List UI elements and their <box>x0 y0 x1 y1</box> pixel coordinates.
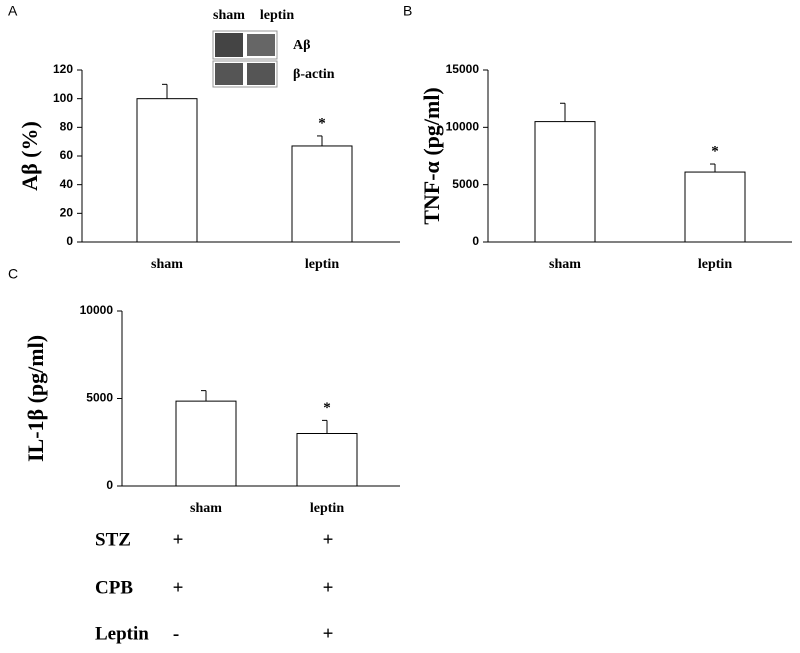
y-tick-label: 0 <box>472 234 479 248</box>
x-tick-label: sham <box>151 257 183 272</box>
blot-band <box>247 63 275 85</box>
condition-sign: - <box>173 623 179 644</box>
y-axis-label: Aβ (%) <box>17 121 42 191</box>
panel-label: B <box>403 3 412 19</box>
condition-sign: + <box>323 529 334 550</box>
y-tick-label: 100 <box>53 91 73 105</box>
condition-sign: + <box>173 577 184 598</box>
y-tick-label: 120 <box>53 62 73 76</box>
blot-band <box>215 33 243 57</box>
bar <box>291 145 353 243</box>
blot-frame <box>212 60 278 88</box>
panel-label: A <box>8 3 18 19</box>
y-tick-label: 15000 <box>446 62 480 76</box>
x-tick-label: sham <box>190 501 222 516</box>
x-tick-label: leptin <box>698 257 732 272</box>
y-tick-label: 10000 <box>80 303 114 317</box>
x-tick-label: leptin <box>310 501 344 516</box>
panel-label: C <box>8 266 18 282</box>
bar <box>175 400 237 487</box>
x-tick-label: sham <box>549 257 581 272</box>
western-blot <box>212 30 278 88</box>
y-tick-label: 0 <box>106 478 113 492</box>
y-tick-label: 10000 <box>446 120 480 134</box>
significance-mark: * <box>323 400 331 416</box>
bar <box>534 121 596 243</box>
blot-band-label: β-actin <box>293 67 335 82</box>
condition-label: Leptin <box>95 623 149 644</box>
y-tick-label: 5000 <box>86 391 113 405</box>
y-axis-label: IL-1β (pg/ml) <box>23 335 48 462</box>
condition-sign: + <box>323 577 334 598</box>
significance-mark: * <box>711 143 719 159</box>
blot-band <box>215 63 243 85</box>
blot-band-label: Aβ <box>293 38 311 53</box>
y-tick-label: 5000 <box>452 177 479 191</box>
condition-label: STZ <box>95 529 131 550</box>
significance-mark: * <box>318 115 326 131</box>
y-tick-label: 40 <box>60 177 74 191</box>
bar <box>136 98 198 243</box>
bar <box>684 171 746 243</box>
blot-band <box>247 34 275 56</box>
y-tick-label: 20 <box>60 206 74 220</box>
condition-label: CPB <box>95 577 133 598</box>
condition-sign: + <box>323 623 334 644</box>
y-axis-label: TNF-α (pg/ml) <box>419 87 444 225</box>
condition-sign: + <box>173 529 184 550</box>
x-tick-label: leptin <box>305 257 339 272</box>
blot-lane-label: sham <box>213 8 245 23</box>
y-tick-label: 60 <box>60 148 74 162</box>
bar <box>296 433 358 487</box>
blot-lane-label: leptin <box>260 8 294 23</box>
y-tick-label: 0 <box>66 234 73 248</box>
y-tick-label: 80 <box>60 120 74 134</box>
blot-frame <box>212 30 278 60</box>
